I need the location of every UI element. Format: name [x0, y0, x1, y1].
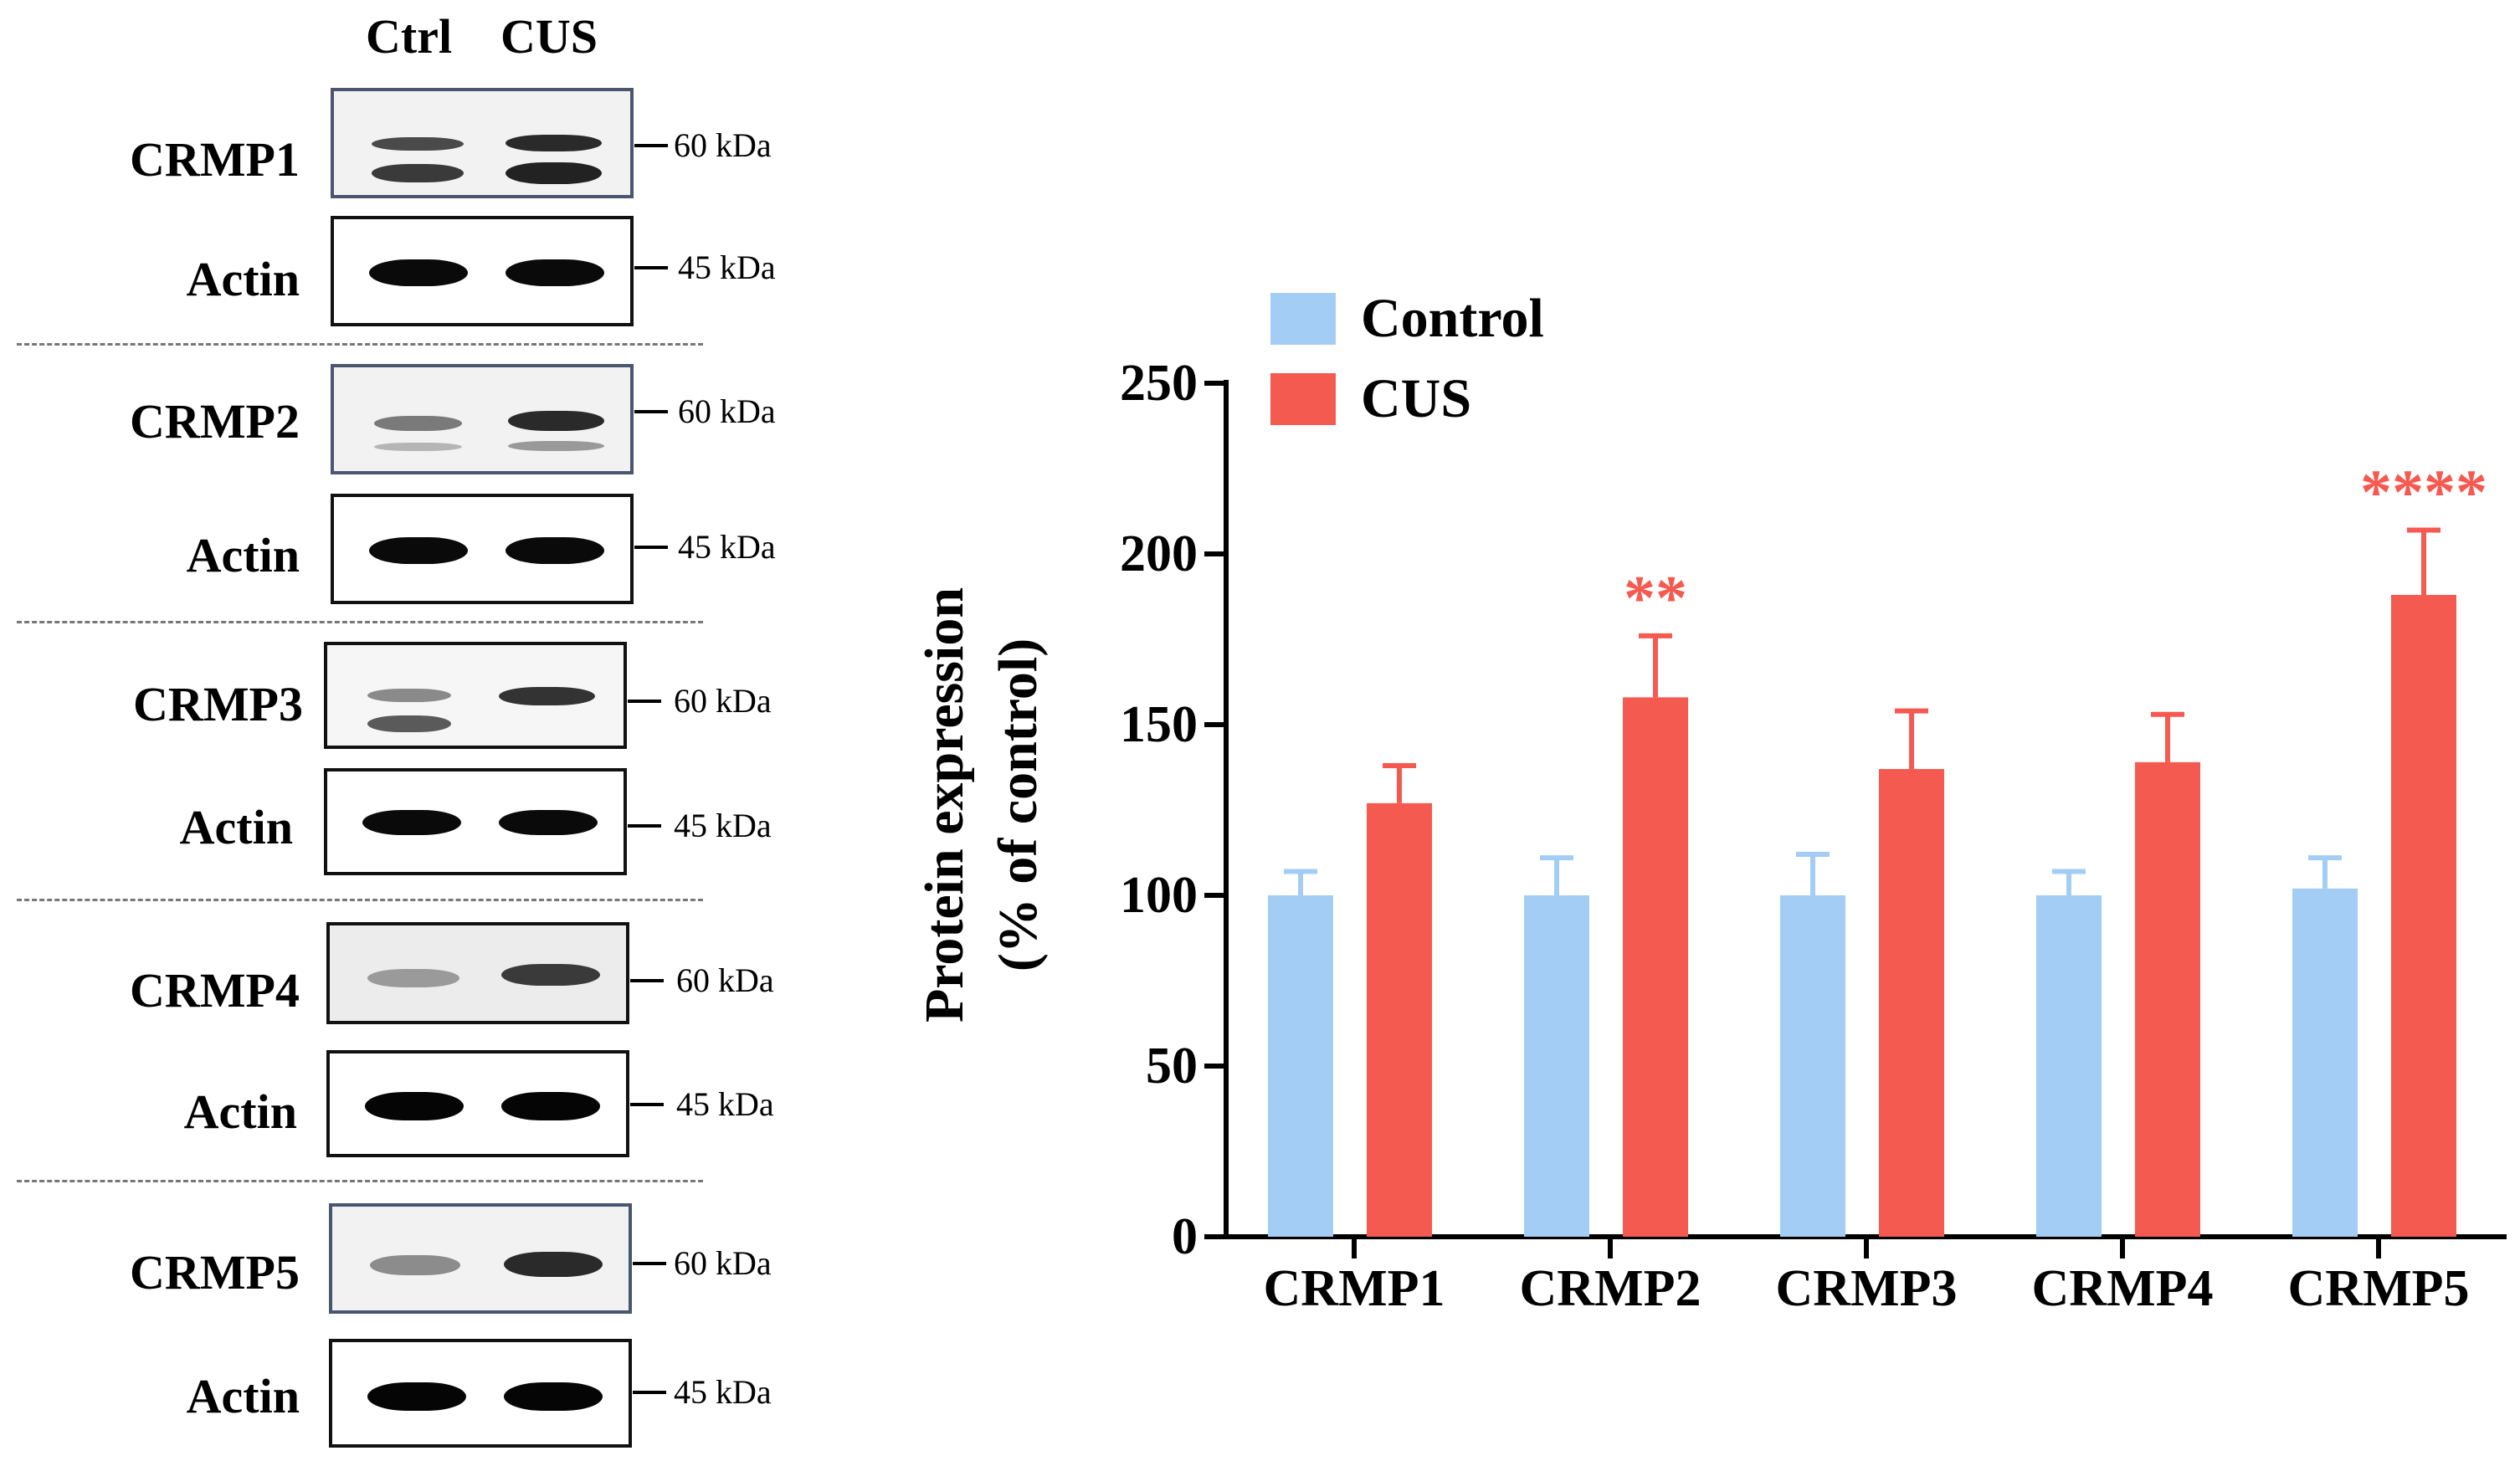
blot-label-actin: Actin	[186, 1369, 300, 1423]
blot-label-crmp5: CRMP5	[130, 1245, 300, 1300]
blot-label-actin: Actin	[186, 252, 300, 306]
bar-control-crmp3	[1780, 895, 1845, 1237]
kda-label: 45 kDa	[678, 528, 776, 566]
blot-label-crmp2: CRMP2	[130, 394, 300, 449]
bar-cus-crmp4	[2135, 761, 2200, 1237]
bar-control-crmp2	[1524, 895, 1589, 1237]
western-blot-panel: Ctrl CUS CRMP1 60 kDa Actin 45 kDa CRMP2…	[0, 0, 837, 1461]
blot-actin-5	[329, 1339, 632, 1448]
kda-label: 45 kDa	[678, 249, 776, 286]
y-tick-label: 100	[1120, 867, 1198, 924]
blot-crmp5	[329, 1203, 632, 1314]
significance-label: ****	[2360, 457, 2487, 527]
legend-swatch-control	[1270, 293, 1336, 345]
blot-actin-4	[326, 1050, 629, 1157]
y-axis-label: Protein expression	[914, 587, 975, 1023]
legend-label-cus: CUS	[1361, 368, 1471, 429]
bar-cus-crmp3	[1879, 769, 1944, 1237]
bar-control-crmp4	[2036, 895, 2102, 1237]
blot-label-actin: Actin	[183, 1084, 297, 1139]
blot-crmp2	[331, 364, 634, 474]
blot-crmp4	[326, 922, 629, 1024]
kda-label: 45 kDa	[674, 1373, 772, 1411]
y-tick-label: 0	[1172, 1208, 1198, 1265]
blot-actin-3	[324, 768, 627, 875]
row-divider	[17, 899, 703, 901]
blot-label-crmp1: CRMP1	[130, 132, 300, 187]
blot-label-actin: Actin	[179, 800, 293, 854]
kda-label: 60 kDa	[674, 1244, 772, 1282]
significance-label: **	[1624, 563, 1687, 633]
row-divider	[17, 621, 703, 623]
blot-crmp3	[324, 642, 627, 749]
bar-chart: 0 50 100 150 200 250 Protein expression (% of c…	[914, 288, 2507, 1317]
x-tick-label: CRMP4	[2032, 1260, 2214, 1317]
lane-label-ctrl: Ctrl	[366, 9, 453, 64]
bar-cus-crmp2	[1623, 697, 1688, 1237]
x-tick-label: CRMP1	[1264, 1260, 1445, 1317]
bar-cus-crmp1	[1367, 802, 1432, 1237]
legend-swatch-cus	[1270, 373, 1336, 425]
kda-label: 60 kDa	[674, 126, 772, 164]
row-divider	[17, 1180, 703, 1182]
y-tick-label: 200	[1120, 525, 1198, 582]
y-axis-label: (% of control)	[988, 638, 1049, 971]
kda-label: 60 kDa	[678, 392, 776, 430]
blot-actin-1	[331, 216, 634, 326]
blot-label-crmp4: CRMP4	[130, 963, 300, 1018]
row-divider	[17, 343, 703, 346]
blot-label-actin: Actin	[186, 528, 300, 582]
y-tick-label: 50	[1146, 1038, 1198, 1094]
x-tick-label: CRMP2	[1520, 1260, 1701, 1317]
blot-label-crmp3: CRMP3	[133, 677, 303, 731]
x-tick-label: CRMP3	[1776, 1260, 1958, 1317]
blot-actin-2	[331, 494, 634, 604]
y-tick-label: 150	[1120, 696, 1198, 753]
legend-label-control: Control	[1361, 288, 1544, 349]
kda-label: 60 kDa	[676, 961, 774, 999]
kda-label: 45 kDa	[676, 1085, 774, 1123]
x-tick-label: CRMP5	[2288, 1260, 2470, 1317]
bar-control-crmp5	[2292, 888, 2358, 1237]
bar-control-crmp1	[1268, 895, 1333, 1237]
y-tick-label: 250	[1120, 355, 1198, 412]
lane-label-cus: CUS	[500, 9, 598, 64]
bar-cus-crmp5	[2391, 594, 2456, 1237]
blot-crmp1	[331, 88, 634, 198]
kda-label: 45 kDa	[674, 807, 772, 844]
kda-label: 60 kDa	[674, 682, 772, 720]
